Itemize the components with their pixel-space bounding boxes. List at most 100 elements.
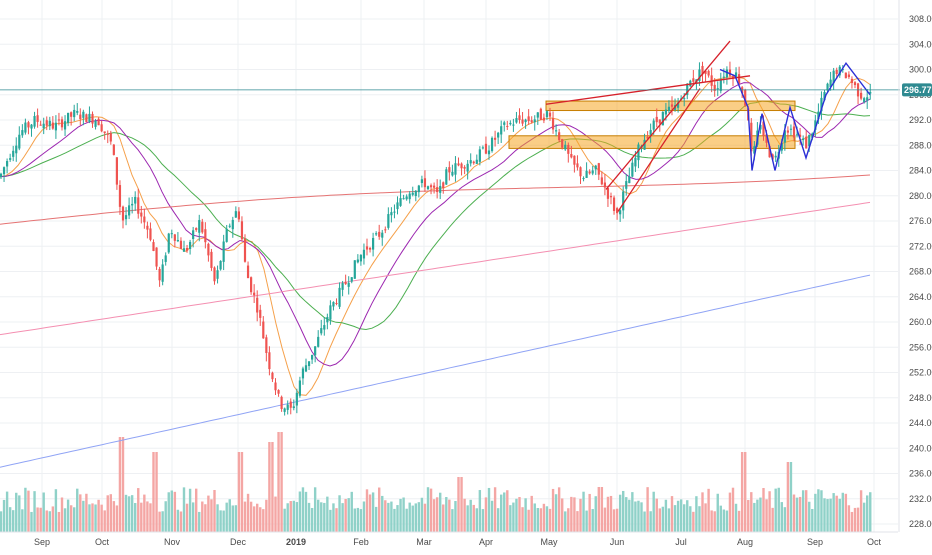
candle-body[interactable] [628, 176, 631, 184]
candle-body[interactable] [277, 390, 280, 394]
candle-body[interactable] [567, 144, 570, 154]
candle-body[interactable] [268, 352, 271, 370]
candle-body[interactable] [329, 305, 332, 320]
candle-body[interactable] [280, 396, 283, 409]
candle-body[interactable] [341, 283, 344, 290]
candle-body[interactable] [789, 128, 793, 130]
candle-body[interactable] [323, 325, 326, 330]
candle-body[interactable] [420, 179, 423, 184]
candle-body[interactable] [2, 167, 6, 175]
candle-body[interactable] [88, 113, 91, 122]
candle-body[interactable] [365, 246, 369, 250]
candle-body[interactable] [771, 154, 774, 160]
candle-body[interactable] [759, 124, 762, 130]
candle-body[interactable] [396, 202, 399, 210]
candle-body[interactable] [423, 178, 427, 188]
candle-body[interactable] [484, 143, 488, 154]
candle-body[interactable] [585, 170, 588, 178]
candle-body[interactable] [725, 69, 728, 78]
candle-body[interactable] [85, 114, 88, 123]
candle-body[interactable] [253, 292, 256, 296]
candle-body[interactable] [692, 78, 695, 82]
candle-body[interactable] [259, 309, 262, 318]
candle-body[interactable] [564, 144, 567, 150]
candle-body[interactable] [445, 169, 448, 185]
candle-body[interactable] [207, 243, 210, 256]
candle-body[interactable] [866, 97, 869, 101]
candle-body[interactable] [768, 146, 771, 158]
candle-body[interactable] [378, 231, 381, 237]
candle-body[interactable] [246, 265, 250, 279]
candle-body[interactable] [612, 197, 616, 211]
candle-body[interactable] [381, 232, 384, 238]
candle-body[interactable] [30, 124, 33, 129]
candle-body[interactable] [442, 182, 445, 189]
candle-body[interactable] [497, 132, 500, 138]
candle-body[interactable] [783, 130, 786, 143]
candle-body[interactable] [82, 111, 85, 118]
candle-body[interactable] [436, 187, 439, 193]
candle-body[interactable] [765, 134, 768, 143]
candle-body[interactable] [250, 277, 253, 293]
candle-body[interactable] [304, 365, 308, 372]
candle-body[interactable] [368, 247, 372, 250]
candle-body[interactable] [317, 336, 320, 347]
candle-body[interactable] [298, 380, 301, 396]
candle-body[interactable] [134, 196, 137, 204]
candle-body[interactable] [320, 328, 323, 334]
candle-body[interactable] [558, 132, 561, 141]
candle-body[interactable] [433, 185, 436, 188]
candle-body[interactable] [677, 102, 680, 108]
candle-body[interactable] [231, 219, 234, 230]
candle-body[interactable] [463, 166, 466, 169]
candle-body[interactable] [39, 124, 42, 126]
candle-body[interactable] [539, 108, 542, 120]
candle-body[interactable] [811, 133, 814, 138]
candle-body[interactable] [338, 287, 341, 307]
candle-body[interactable] [542, 117, 545, 121]
candle-body[interactable] [622, 191, 625, 211]
candle-body[interactable] [466, 163, 469, 172]
candle-body[interactable] [344, 282, 347, 285]
candle-body[interactable] [283, 408, 286, 412]
candle-body[interactable] [204, 229, 207, 243]
candle-body[interactable] [506, 125, 509, 127]
candle-body[interactable] [57, 119, 61, 121]
candle-body[interactable] [616, 208, 619, 214]
candle-body[interactable] [121, 206, 125, 221]
candle-body[interactable] [210, 251, 213, 268]
candle-body[interactable] [42, 123, 45, 129]
candle-body[interactable] [106, 133, 109, 135]
candle-body[interactable] [823, 92, 826, 101]
candle-body[interactable] [393, 211, 396, 213]
candle-body[interactable] [451, 171, 454, 176]
candle-body[interactable] [658, 119, 661, 124]
candle-body[interactable] [63, 121, 67, 130]
candle-body[interactable] [527, 116, 530, 122]
candle-body[interactable] [225, 228, 228, 242]
candle-body[interactable] [21, 130, 24, 136]
candle-body[interactable] [24, 122, 27, 133]
candle-body[interactable] [838, 66, 841, 76]
candle-body[interactable] [152, 242, 155, 251]
candle-body[interactable] [545, 111, 549, 118]
candle-body[interactable] [27, 122, 30, 128]
candle-body[interactable] [292, 406, 295, 409]
candle-body[interactable] [356, 259, 359, 263]
candle-body[interactable] [667, 106, 671, 111]
candle-body[interactable] [869, 91, 872, 94]
candle-body[interactable] [814, 120, 817, 130]
candle-body[interactable] [118, 185, 122, 207]
candle-body[interactable] [399, 198, 402, 206]
candle-body[interactable] [149, 228, 152, 240]
candle-body[interactable] [774, 155, 777, 158]
candle-body[interactable] [301, 368, 305, 379]
candle-body[interactable] [375, 233, 378, 235]
candle-body[interactable] [265, 337, 268, 354]
candle-body[interactable] [94, 120, 97, 127]
candle-body[interactable] [664, 109, 667, 115]
candle-body[interactable] [704, 70, 707, 74]
candle-body[interactable] [137, 197, 140, 214]
